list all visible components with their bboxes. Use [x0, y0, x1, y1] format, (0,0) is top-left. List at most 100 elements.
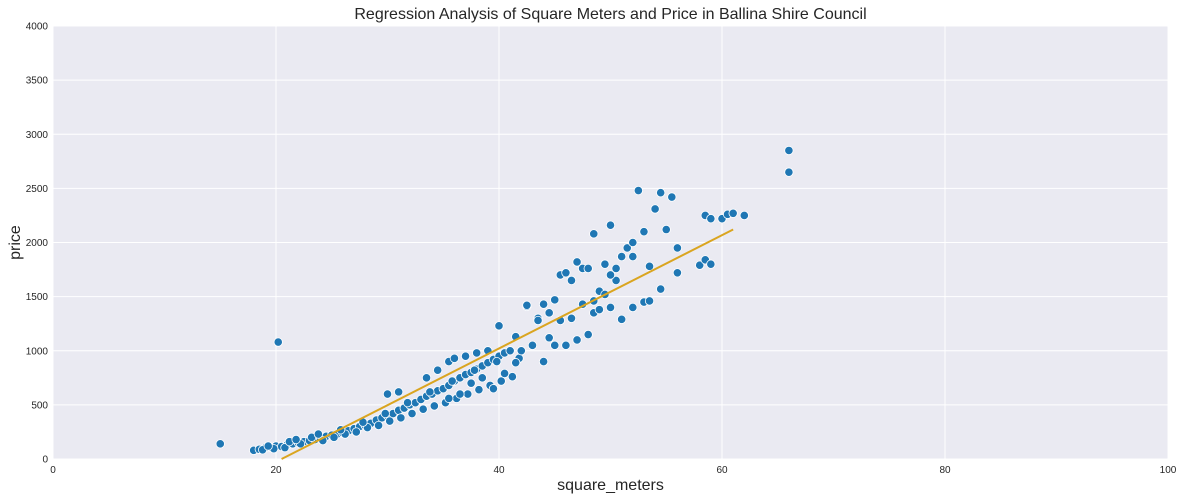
data-point — [739, 210, 749, 221]
y-tick-label: 4000 — [26, 22, 49, 33]
data-point — [611, 263, 621, 274]
data-point — [496, 376, 506, 386]
data-point — [382, 389, 393, 399]
x-tick-label: 20 — [270, 465, 282, 476]
data-point — [402, 398, 413, 408]
data-point — [667, 192, 677, 202]
data-point — [499, 368, 510, 379]
data-point — [550, 340, 560, 350]
data-point — [507, 372, 517, 382]
data-point — [492, 356, 502, 367]
data-point — [488, 384, 499, 394]
data-point — [628, 237, 638, 248]
x-tick-label: 60 — [716, 465, 728, 476]
data-point — [394, 387, 404, 397]
data-point — [380, 408, 390, 419]
y-tick-label: 0 — [42, 455, 48, 466]
data-point — [421, 373, 432, 383]
data-point — [628, 251, 638, 262]
data-point — [449, 353, 459, 363]
y-tick-label: 2000 — [26, 238, 49, 249]
data-point — [538, 356, 549, 367]
data-point — [373, 420, 384, 431]
data-point — [313, 429, 323, 439]
data-point — [672, 268, 683, 278]
y-tick-label: 500 — [31, 400, 48, 411]
data-point — [728, 208, 738, 218]
y-axis-ticks: 0 500 1000 1500 2000 2500 3000 3500 4000 — [26, 22, 49, 466]
data-point — [644, 261, 655, 271]
x-tick-label: 0 — [50, 465, 56, 476]
data-point — [433, 365, 443, 375]
y-tick-label: 1500 — [26, 292, 49, 303]
data-point — [385, 416, 395, 426]
data-point — [583, 263, 593, 274]
data-point — [656, 284, 666, 294]
y-axis-title: price — [7, 225, 24, 260]
data-point — [561, 268, 571, 278]
data-point — [695, 260, 705, 270]
data-point — [418, 404, 428, 414]
data-point — [594, 305, 604, 315]
data-point — [466, 378, 476, 388]
data-point — [469, 365, 480, 375]
data-point — [784, 145, 794, 156]
data-point — [429, 401, 439, 411]
data-point — [656, 188, 666, 198]
data-point — [672, 243, 683, 253]
data-point — [544, 308, 554, 318]
data-point — [472, 348, 482, 358]
data-point — [706, 259, 716, 269]
data-point — [550, 295, 560, 305]
data-point — [511, 358, 521, 368]
data-point — [522, 300, 532, 310]
data-point — [566, 275, 577, 285]
chart-title: Regression Analysis of Square Meters and… — [354, 6, 866, 23]
x-tick-label: 40 — [493, 465, 505, 476]
data-point — [784, 167, 794, 177]
x-tick-label: 100 — [1160, 465, 1177, 476]
data-point — [460, 351, 471, 361]
data-point — [622, 243, 632, 253]
data-point — [544, 333, 554, 343]
data-point — [533, 315, 543, 326]
data-points — [215, 145, 794, 455]
data-point — [572, 257, 582, 267]
data-point — [516, 346, 526, 356]
data-point — [589, 229, 599, 239]
data-point — [527, 340, 538, 350]
data-point — [661, 224, 671, 235]
data-point — [644, 296, 655, 306]
y-tick-label: 3500 — [26, 76, 49, 87]
data-point — [425, 387, 435, 397]
data-point — [600, 259, 610, 269]
data-point — [566, 313, 577, 323]
x-tick-label: 80 — [939, 465, 951, 476]
x-axis-title: square_meters — [557, 477, 664, 494]
y-tick-label: 2500 — [26, 184, 49, 195]
data-point — [561, 340, 571, 350]
data-point — [444, 393, 454, 403]
data-point — [477, 373, 487, 383]
x-axis-ticks: 0 20 40 60 80 100 — [50, 465, 1177, 476]
data-point — [396, 413, 406, 423]
data-point — [628, 302, 638, 313]
data-point — [650, 204, 660, 214]
data-point — [263, 441, 273, 451]
data-point — [617, 251, 627, 262]
y-tick-label: 3000 — [26, 130, 49, 141]
data-point — [447, 376, 457, 386]
data-point — [505, 346, 515, 356]
data-point — [572, 335, 582, 345]
data-point — [605, 220, 616, 230]
grid — [52, 25, 1169, 460]
regression-line-group — [281, 228, 734, 460]
data-point — [639, 227, 649, 237]
data-point — [463, 389, 473, 399]
data-point — [407, 408, 417, 419]
data-point — [455, 389, 465, 399]
data-point — [583, 329, 593, 340]
data-point — [611, 275, 621, 285]
